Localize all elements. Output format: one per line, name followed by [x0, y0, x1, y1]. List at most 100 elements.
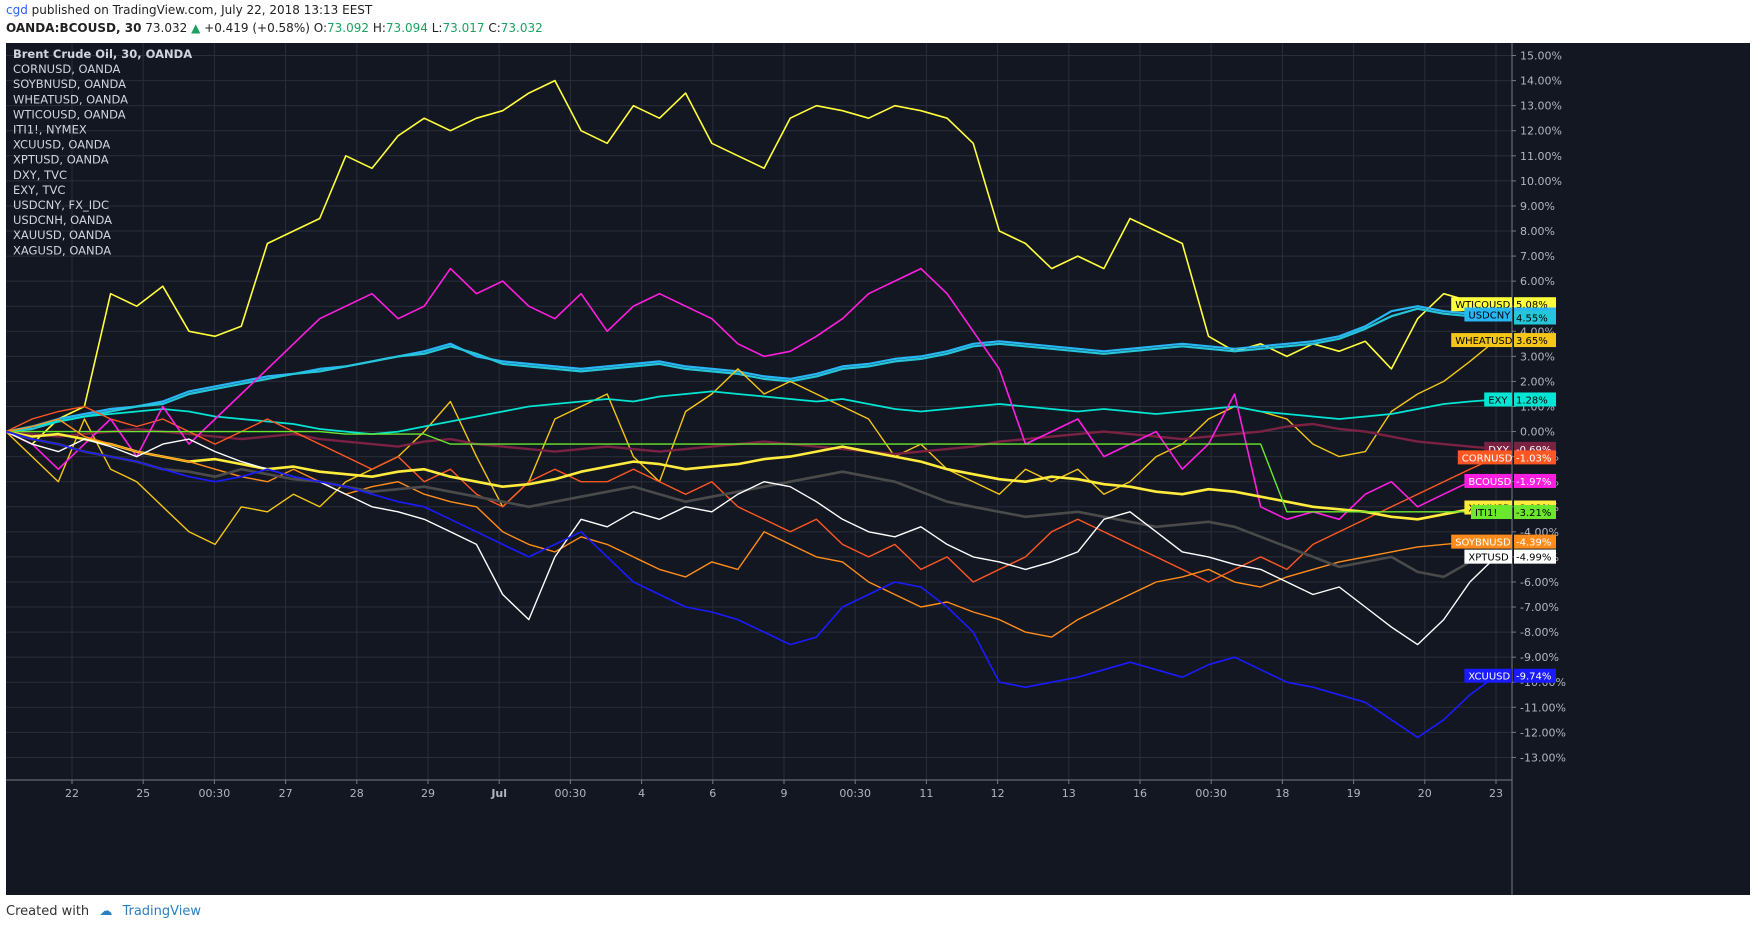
- low-label: L:: [431, 21, 443, 35]
- y-tick-label: 14.00%: [1520, 75, 1562, 88]
- value-tag-usdcnh: 4.55%: [1514, 310, 1556, 325]
- y-tick-label: -13.00%: [1520, 751, 1566, 764]
- x-tick-label: 20: [1418, 787, 1432, 800]
- y-tick-label: 13.00%: [1520, 100, 1562, 113]
- x-tick-label: 19: [1347, 787, 1361, 800]
- legend-entry: SOYBNUSD, OANDA: [13, 77, 126, 91]
- value-tag-text: -4.39%: [1516, 538, 1551, 549]
- y-tick-label: 12.00%: [1520, 125, 1562, 138]
- series-line-exy: [5, 390, 1497, 436]
- value-tag-text: 3.65%: [1516, 336, 1548, 347]
- y-tick-label: 9.00%: [1520, 200, 1555, 213]
- open-value: 73.092: [327, 21, 370, 35]
- x-tick-label: 25: [136, 787, 150, 800]
- chart-background: [6, 43, 1750, 895]
- series-name-tag-box: [1451, 534, 1512, 549]
- series-line-cornusd: [5, 405, 1497, 583]
- legend-entry: DXY, TVC: [13, 168, 67, 182]
- x-tick-label: 11: [919, 787, 933, 800]
- y-tick-label: 7.00%: [1520, 250, 1555, 263]
- series-line-bcousd: [5, 267, 1497, 521]
- series-name-tag-text: ITI1!: [1475, 508, 1497, 519]
- y-tick-label: 11.00%: [1520, 150, 1562, 163]
- created-with-text: Created with: [6, 904, 90, 919]
- series-name-tag-box: [1451, 333, 1512, 348]
- value-tag-box: [1514, 392, 1556, 407]
- tradingview-brand[interactable]: TradingView: [122, 904, 201, 919]
- legend-entry: USDCNH, OANDA: [13, 213, 112, 227]
- legend-entry: XAUUSD, OANDA: [13, 228, 111, 242]
- x-tick-label: 12: [991, 787, 1005, 800]
- series-line-usdcny: [5, 305, 1497, 433]
- series-name-tag-text: CORNUSD: [1462, 453, 1513, 464]
- x-tick-label: 23: [1489, 787, 1503, 800]
- legend-entry: EXY, TVC: [13, 183, 65, 197]
- y-tick-label: 2.00%: [1520, 375, 1555, 388]
- legend-entry: USDCNY, FX_IDC: [13, 198, 109, 212]
- y-tick-label: -6.00%: [1520, 576, 1559, 589]
- value-tag-text: -1.03%: [1516, 453, 1551, 464]
- y-tick-label: 6.00%: [1520, 275, 1555, 288]
- series-line-xauusd: [5, 430, 1497, 521]
- publish-info: cgd published on TradingView.com, July 2…: [6, 3, 372, 17]
- value-tag-box: [1514, 450, 1556, 465]
- published-text: published on TradingView.com, July 22, 2…: [31, 3, 373, 17]
- tradingview-logo-icon[interactable]: ☁: [99, 904, 113, 919]
- series-name-tag-box: [1457, 450, 1512, 465]
- x-tick-label: 27: [279, 787, 293, 800]
- value-tag-box: [1514, 333, 1556, 348]
- legend-entry: XCUUSD, OANDA: [13, 138, 110, 152]
- y-tick-label: -11.00%: [1520, 701, 1566, 714]
- series-name-tag-text: DXY: [1488, 445, 1510, 456]
- series-name-tag-box: [1464, 473, 1512, 488]
- legend-entry: Brent Crude Oil, 30, OANDA: [13, 47, 192, 61]
- x-tick-label: 9: [781, 787, 788, 800]
- value-tag-text: -1.97%: [1516, 477, 1551, 488]
- y-tick-label: 15.00%: [1520, 50, 1562, 63]
- last-price: 73.032: [145, 21, 188, 35]
- y-tick-label: 8.00%: [1520, 225, 1555, 238]
- x-tick-label: 22: [65, 787, 79, 800]
- footer: Created with ☁ TradingView: [6, 904, 201, 919]
- author-link[interactable]: cgd: [6, 3, 28, 17]
- x-tick-label: 16: [1133, 787, 1147, 800]
- series-name-tag-text: XPTUSD: [1468, 553, 1509, 564]
- value-tag-xptusd: -4.99% XPTUSD: [1464, 549, 1556, 564]
- value-tag-cornusd: -1.03%CORNUSD: [1457, 450, 1556, 465]
- open-label: O:: [313, 21, 328, 35]
- value-tag-text: -4.99%: [1516, 553, 1551, 564]
- legend-entry: CORNUSD, OANDA: [13, 62, 121, 76]
- x-tick-label: 00:30: [199, 787, 231, 800]
- series-lines: [5, 79, 1497, 739]
- series-name-tag-box: [1464, 307, 1512, 322]
- legend-entry: XPTUSD, OANDA: [13, 153, 109, 167]
- symbol-quote: OANDA:BCOUSD, 30 73.032 ▲ +0.419 (+0.58%…: [6, 21, 543, 35]
- x-tick-label: 00:30: [555, 787, 587, 800]
- value-tag-iti1: -3.21% ITI1!: [1471, 505, 1556, 520]
- x-tick-label: 29: [421, 787, 435, 800]
- value-tag-text: -9.74%: [1516, 672, 1551, 683]
- value-tag-text: 4.55%: [1516, 313, 1548, 324]
- y-tick-label: 10.00%: [1520, 175, 1562, 188]
- value-tag-text: 5.08%: [1516, 300, 1548, 311]
- series-name-tag-text: WHEATUSD: [1455, 336, 1513, 347]
- series-name-tag-text: BCOUSD: [1468, 477, 1511, 488]
- value-tag-box: [1514, 549, 1556, 564]
- value-tag-box: [1514, 310, 1556, 325]
- y-tick-label: 0.00%: [1520, 426, 1555, 439]
- x-tick-label: 13: [1062, 787, 1076, 800]
- chart-area[interactable]: Brent Crude Oil, 30, OANDA CORNUSD, OANDA…: [5, 43, 1750, 895]
- x-tick-label: 00:30: [839, 787, 871, 800]
- close-label: C:: [488, 21, 501, 35]
- y-tick-label: -12.00%: [1520, 726, 1566, 739]
- series-line-dxy: [5, 422, 1497, 456]
- close-value: 73.032: [500, 21, 543, 35]
- x-tick-label: 00:30: [1195, 787, 1227, 800]
- legend-entry: WTICOUSD, OANDA: [13, 107, 126, 121]
- low-value: 73.017: [442, 21, 485, 35]
- series-name-tag-box: [1464, 549, 1512, 564]
- series-line-iti1: [6, 430, 1497, 513]
- value-tag-box: [1514, 505, 1556, 520]
